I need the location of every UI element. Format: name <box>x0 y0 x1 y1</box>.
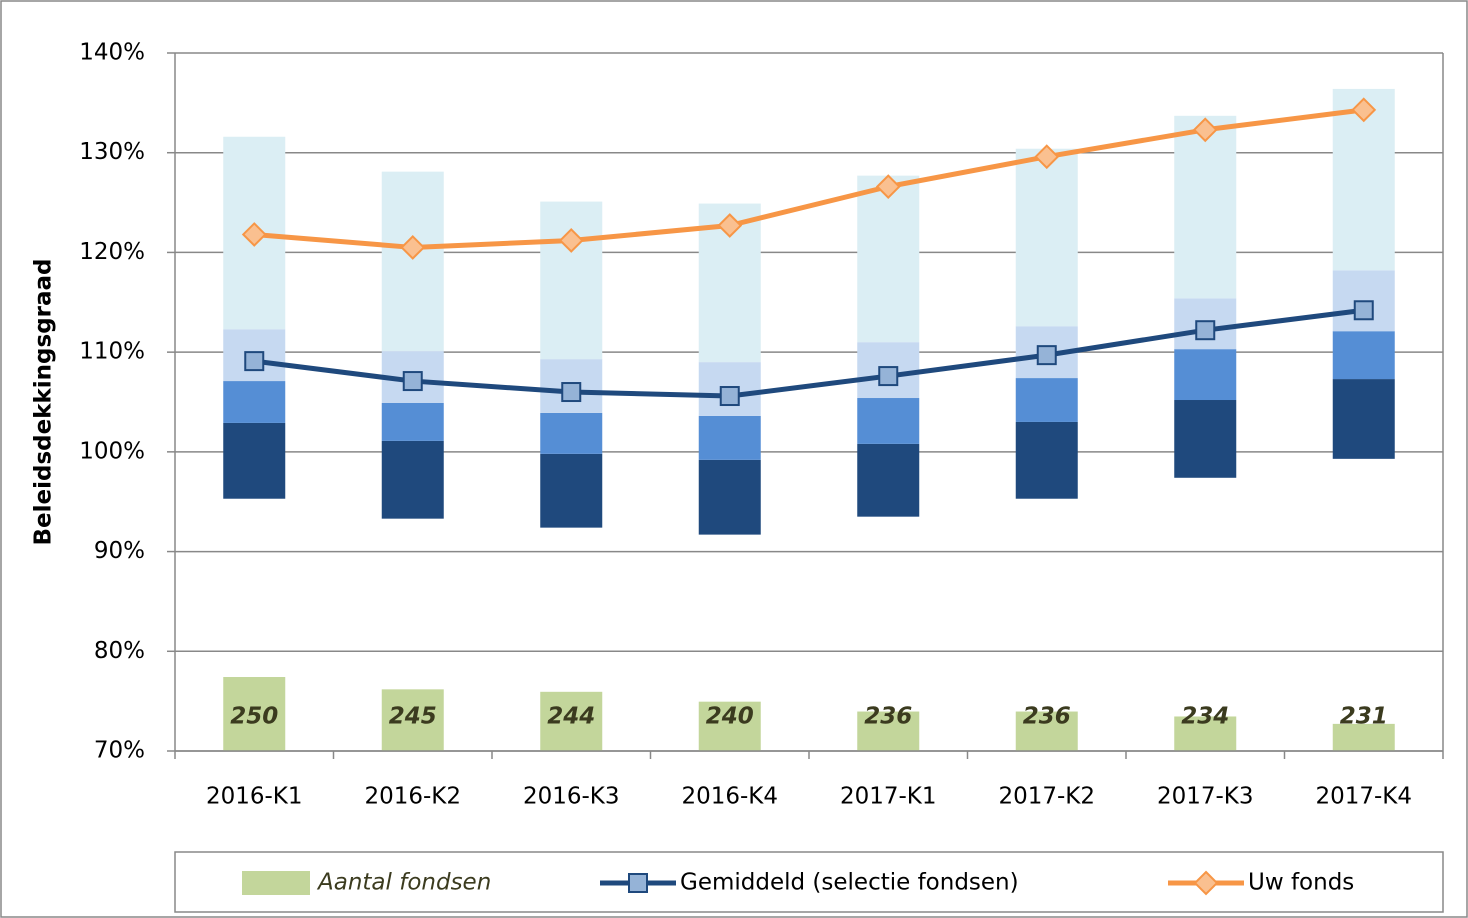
x-tick-label: 2016-K3 <box>523 784 620 810</box>
line-marker <box>717 213 743 238</box>
line-marker <box>1034 144 1060 170</box>
band-segment <box>540 412 603 454</box>
band-segment <box>1332 331 1395 380</box>
count-bar <box>698 701 761 751</box>
count-bar <box>223 677 286 751</box>
line-marker <box>875 174 901 200</box>
legend-label: Gemiddeld (selectie fondsen) <box>680 870 1019 896</box>
bar-value-label: 234 <box>1181 704 1229 730</box>
y-tick-label: 110% <box>79 339 145 365</box>
x-tick-label: 2017-K4 <box>1315 784 1412 810</box>
y-axis-title: Beleidsdekkingsgraad <box>31 258 57 545</box>
band-segment <box>1174 400 1237 478</box>
x-tick-label: 2016-K2 <box>364 784 461 810</box>
band-segment <box>381 171 444 352</box>
series-line <box>254 107 1365 250</box>
legend-marker <box>1193 870 1219 896</box>
legend-label: Uw fonds <box>1248 870 1354 896</box>
y-tick-label: 70% <box>94 738 145 764</box>
band-segment <box>540 453 603 528</box>
line-marker <box>1353 300 1374 321</box>
count-bar <box>381 689 444 751</box>
band-segment <box>1332 379 1395 459</box>
band-segment <box>223 381 286 423</box>
y-tick-label: 120% <box>79 239 145 265</box>
x-tick-label: 2017-K2 <box>998 784 1095 810</box>
series-line <box>253 307 1365 399</box>
count-bar <box>1332 723 1395 751</box>
line-marker <box>719 386 740 407</box>
band-segment <box>381 402 444 441</box>
bar-value-label: 250 <box>230 704 278 730</box>
bar-value-label: 231 <box>1340 704 1388 730</box>
line-marker <box>561 382 582 403</box>
x-tick-label: 2017-K1 <box>840 784 937 810</box>
band-segment <box>1015 148 1078 327</box>
y-tick-label: 80% <box>94 638 145 664</box>
bar-value-label: 244 <box>547 704 595 730</box>
legend-marker <box>628 873 648 893</box>
line-marker <box>402 371 423 392</box>
band-segment <box>1174 349 1237 401</box>
line-marker <box>558 228 584 253</box>
y-tick-label: 130% <box>79 139 145 165</box>
count-bar <box>1015 711 1078 751</box>
line-marker <box>1036 345 1057 366</box>
band-segment <box>1015 421 1078 499</box>
count-bar <box>1174 716 1237 751</box>
legend-swatch <box>242 871 310 895</box>
line-marker <box>400 235 426 260</box>
x-tick-label: 2016-K4 <box>681 784 778 810</box>
bar-value-label: 240 <box>706 704 754 730</box>
line-marker <box>878 366 899 387</box>
band-segment <box>540 201 603 360</box>
x-tick-label: 2016-K1 <box>206 784 303 810</box>
band-segment <box>857 443 920 517</box>
line-marker <box>1351 97 1377 123</box>
band-segment <box>698 415 761 460</box>
legend-label: Aantal fondsen <box>316 870 491 896</box>
y-tick-label: 90% <box>94 538 145 564</box>
band-segment <box>857 398 920 444</box>
bar-value-label: 236 <box>864 704 912 730</box>
band-segment <box>857 175 920 343</box>
x-tick-label: 2017-K3 <box>1157 784 1254 810</box>
y-tick-label: 100% <box>79 438 145 464</box>
band-segment <box>223 422 286 499</box>
line-marker <box>1195 320 1216 341</box>
y-tick-label: 140% <box>79 40 145 66</box>
band-segment <box>381 440 444 519</box>
band-segment <box>1174 115 1237 299</box>
bar-value-label: 245 <box>389 704 437 730</box>
bar-value-label: 236 <box>1023 704 1071 730</box>
band-segment <box>1015 378 1078 422</box>
count-bar <box>540 691 603 751</box>
count-bar <box>857 711 920 751</box>
line-marker <box>244 351 265 372</box>
line-marker <box>1192 117 1218 143</box>
line-marker <box>241 222 267 247</box>
band-segment <box>698 459 761 535</box>
